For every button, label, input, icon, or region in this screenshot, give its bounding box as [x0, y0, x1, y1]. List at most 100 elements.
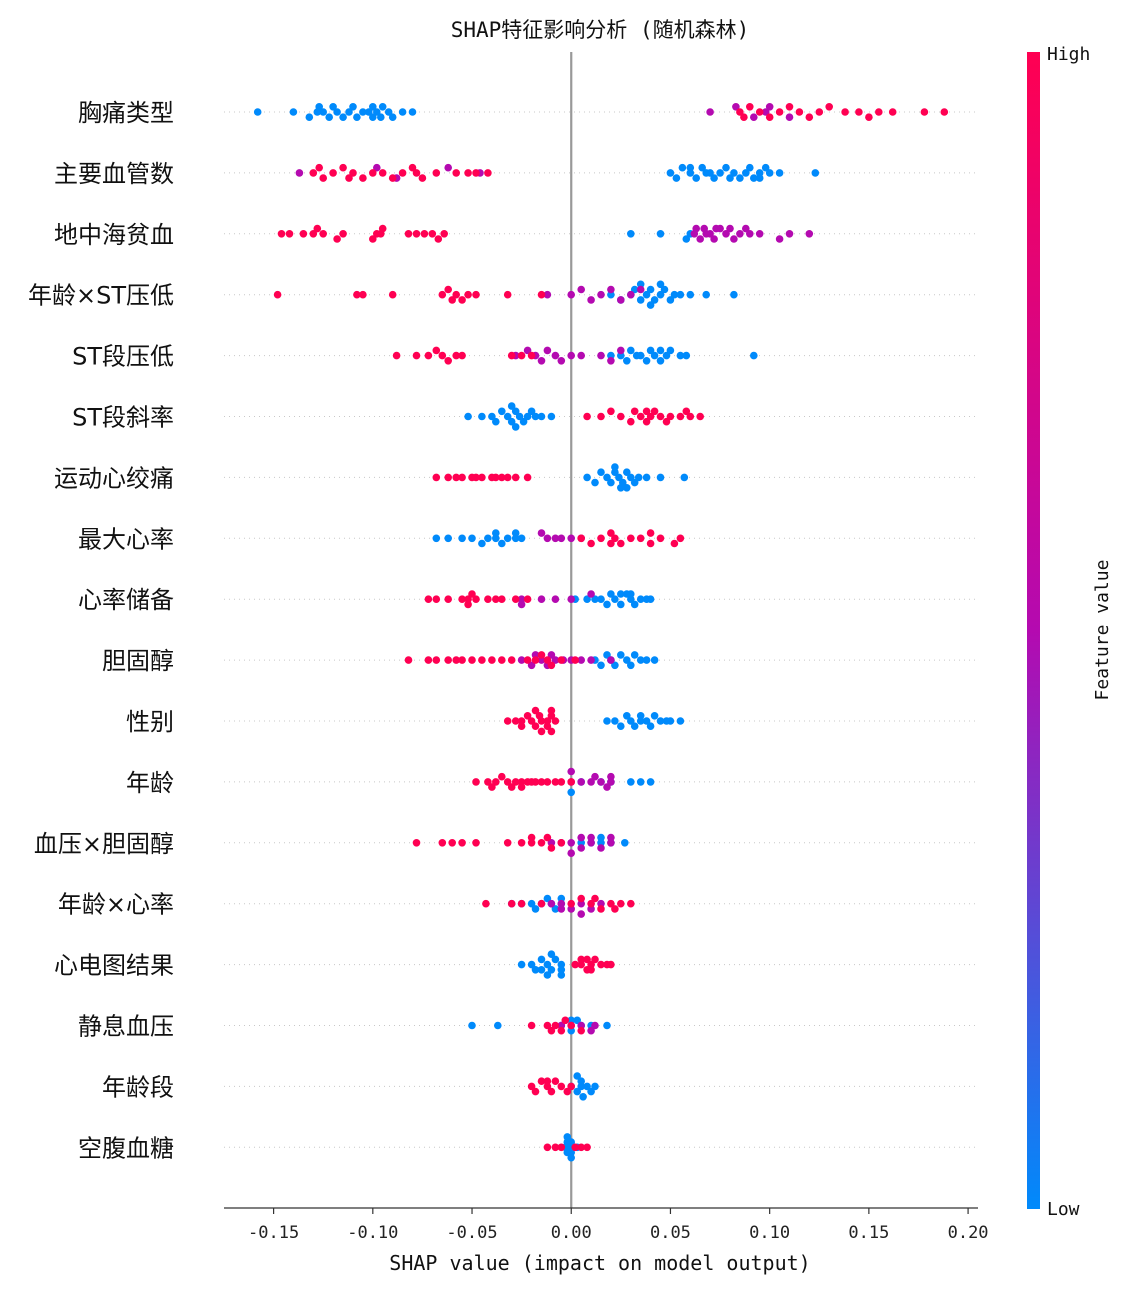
shap-dot-mid [617, 296, 625, 304]
shap-dot-low [551, 955, 560, 964]
shap-dot-high [523, 656, 532, 664]
shap-dot-high [517, 717, 526, 725]
shap-dot-mid [547, 839, 556, 847]
shap-dot-mid [591, 1021, 599, 1030]
shap-dot-low [478, 539, 486, 548]
shap-dot-low [573, 1087, 581, 1096]
shap-dot-low [319, 108, 328, 116]
shap-dot-low [627, 230, 635, 238]
shap-dot-mid [537, 357, 546, 365]
shap-dot-high [646, 412, 655, 421]
shap-dot-low [623, 712, 631, 720]
shap-dot-low [511, 407, 520, 416]
shap-dot-high [472, 839, 480, 847]
shap-dot-low [547, 412, 556, 421]
shap-dot-low [621, 839, 629, 847]
feature-label: 心电图结果 [54, 952, 174, 980]
shap-dot-mid [712, 224, 720, 233]
shap-dot-low [563, 1138, 572, 1146]
shap-dot-low [511, 529, 520, 537]
shap-dot-low [464, 412, 472, 421]
shap-dot-low [507, 402, 516, 410]
shap-dot-high [517, 839, 526, 847]
shap-dot-mid [537, 595, 546, 603]
shap-dot-low [531, 966, 540, 974]
shap-dot-high [551, 717, 560, 725]
shap-dot-mid [761, 108, 770, 116]
shap-dot-high [444, 656, 453, 664]
feature-label: 年龄×心率 [58, 891, 174, 919]
shap-dot-low [656, 717, 665, 725]
shap-dot-high [458, 473, 466, 482]
shap-dot-low [603, 473, 611, 482]
shap-dot-low [646, 595, 655, 603]
shap-dot-low [591, 595, 599, 603]
shap-dot-high [527, 1021, 536, 1030]
shap-dot-high [349, 169, 357, 177]
shap-dot-mid [373, 163, 381, 172]
shap-dot-low [746, 163, 754, 172]
shap-dot-high [543, 1021, 552, 1030]
shap-dot-high [472, 778, 480, 786]
shap-dot-low [611, 595, 619, 603]
shap-dot-high [617, 412, 625, 421]
shap-dot-low [557, 966, 566, 974]
shap-dot-high [452, 169, 461, 177]
shap-dot-high [670, 539, 679, 548]
shap-dot-low [537, 412, 546, 421]
shap-dot-mid [543, 534, 552, 543]
shap-dot-high [577, 960, 585, 969]
shap-dot-high [388, 174, 397, 182]
shap-dot-high [273, 290, 282, 299]
shap-dot-high [527, 1082, 536, 1091]
shap-dot-low [646, 722, 655, 730]
shap-dot-low [710, 174, 718, 182]
shap-dot-mid [587, 296, 595, 304]
shap-dot-mid [587, 839, 595, 847]
shap-dot-high [656, 412, 665, 421]
shap-dot-mid [551, 534, 560, 543]
shap-dot-low [543, 971, 552, 979]
shap-dot-low [662, 351, 671, 360]
shap-dot-low [742, 169, 750, 177]
shap-dot-high [537, 778, 546, 786]
shap-dot-mid [517, 595, 526, 603]
shap-dot-low [597, 468, 605, 477]
shap-dot-high [482, 899, 490, 908]
shap-dot-high [825, 103, 833, 111]
shap-dot-high [567, 899, 575, 908]
feature-label: 空腹血糖 [78, 1134, 174, 1162]
shap-dot-mid [567, 839, 575, 847]
shap-dot-high [696, 412, 704, 421]
shap-dot-high [567, 778, 575, 786]
shap-dot-high [277, 230, 286, 238]
shap-dot-high [285, 230, 294, 238]
shap-dot-high [557, 1143, 566, 1152]
shap-dot-low [676, 351, 685, 360]
shap-dot-high [527, 839, 536, 847]
shap-dot-high [587, 899, 595, 908]
shap-dot-high [547, 844, 556, 852]
shap-dot-high [587, 966, 595, 974]
shap-dot-high [498, 473, 506, 482]
shap-dot-low [305, 113, 314, 121]
shap-dot-high [412, 230, 421, 238]
feature-label: 胆固醇 [102, 647, 174, 675]
shap-dot-high [507, 656, 516, 664]
shap-dot-mid [547, 651, 556, 659]
colorbar [1027, 52, 1040, 1209]
shap-dot-low [642, 290, 651, 299]
shap-dot-low [579, 1093, 587, 1101]
shap-dot-low [537, 955, 546, 964]
shap-dot-low [630, 600, 639, 609]
shap-dot-high [656, 534, 665, 543]
shap-dot-high [444, 285, 453, 294]
shap-dot-high [795, 108, 804, 116]
shap-dot-high [815, 108, 824, 116]
shap-dot-low [551, 905, 560, 913]
shap-dot-high [507, 899, 516, 908]
shap-dot-high [458, 296, 466, 304]
shap-dot-high [488, 783, 496, 791]
feature-label: ST段压低 [72, 343, 174, 371]
shap-dot-mid [543, 290, 552, 299]
